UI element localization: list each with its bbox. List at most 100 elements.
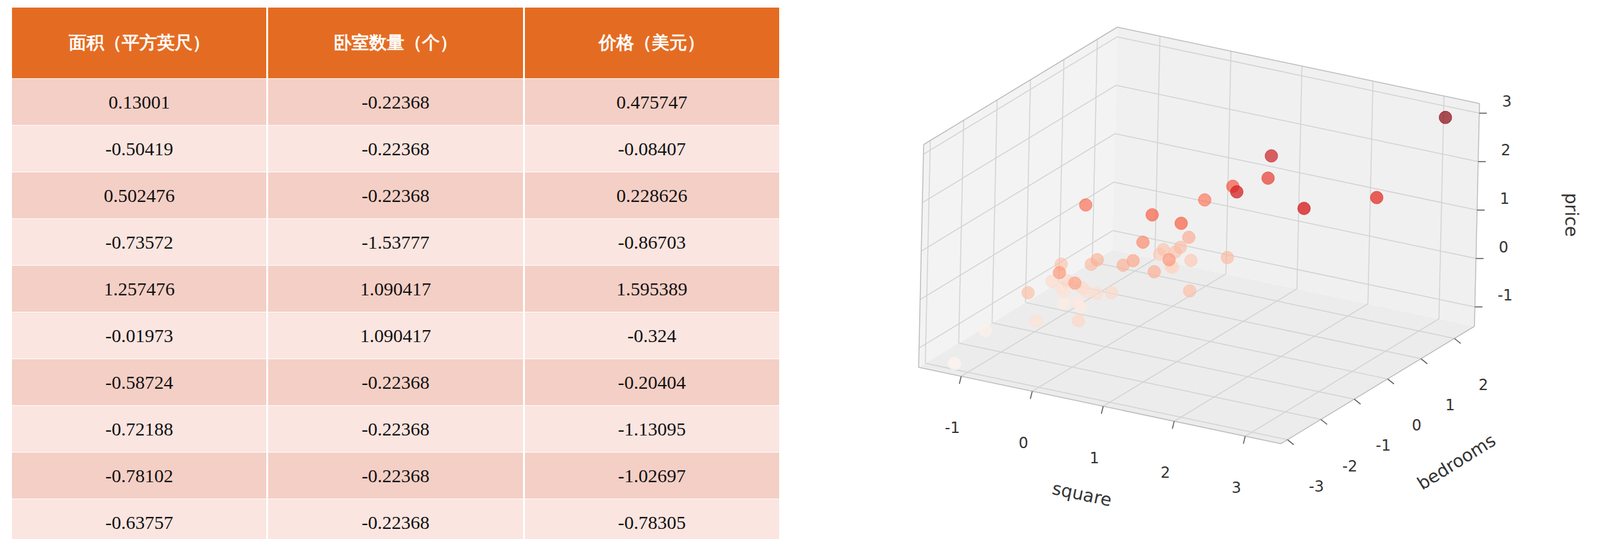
tick-mark [1476, 209, 1485, 211]
table-cell: -0.22368 [267, 125, 524, 173]
table-cell: 1.090417 [267, 312, 524, 359]
scatter-point [1022, 286, 1035, 300]
z-tick-label: 0 [1498, 238, 1508, 257]
tick-mark [1387, 378, 1394, 384]
grid-line [921, 133, 1115, 252]
back-pane [1112, 27, 1480, 327]
scatter-point [1105, 286, 1118, 300]
grid-line [1058, 282, 1421, 359]
tick-mark [1475, 258, 1484, 260]
scatter-point [1074, 300, 1088, 314]
grid-line [925, 140, 931, 364]
table-row: -0.78102-0.22368-1.02697 [11, 452, 781, 500]
grid-line [1439, 95, 1445, 319]
grid-line [991, 322, 1354, 399]
tick-mark [1101, 406, 1104, 414]
scatter-point [1052, 266, 1066, 279]
tick-mark [1172, 420, 1175, 429]
scatter-3d-chart: -10123-3-2-1012-10123squarebedroomsprice [0, 0, 1600, 539]
table-cell: -1.02697 [523, 452, 780, 500]
x-axis-title: square [1050, 477, 1114, 511]
table-cell: -0.20404 [523, 358, 780, 406]
table-cell: -0.01973 [11, 312, 268, 359]
grid-line [1113, 182, 1476, 259]
scatter-point [1079, 198, 1093, 212]
grid-line [1297, 66, 1303, 289]
grid-line [961, 258, 1156, 377]
scatter-point [1182, 230, 1195, 244]
scatter-point [1220, 251, 1234, 264]
tick-mark [1287, 439, 1295, 445]
axis-line [1474, 103, 1480, 327]
scatter-point [1071, 314, 1085, 327]
table-cell: 0.475747 [523, 78, 780, 126]
grid-line [1174, 303, 1368, 421]
table-cell: 1.257476 [11, 265, 268, 313]
scatter-point [1029, 314, 1043, 327]
scatter-point [1057, 297, 1071, 310]
grid-line [1225, 51, 1231, 274]
table-cell: -0.22368 [267, 172, 524, 219]
grid-line [1114, 133, 1477, 211]
grid-line [1112, 230, 1476, 307]
table-row: 1.2574761.0904171.595389 [11, 265, 781, 313]
tick-mark [1454, 338, 1461, 344]
scatter-point [1136, 235, 1150, 249]
scatter-point [1145, 208, 1159, 221]
table-cell: -0.78102 [11, 452, 268, 500]
table-row: -0.73572-1.53777-0.86703 [11, 218, 781, 266]
tick-mark [1420, 358, 1428, 364]
grid-line [958, 343, 1322, 420]
table-header-cell: 卧室数量（个） [267, 7, 524, 79]
scatter-point [979, 323, 992, 337]
scatter-point [1126, 254, 1140, 267]
z-tick-label: 1 [1499, 189, 1510, 208]
table-cell: 0.13001 [11, 78, 268, 126]
z-tick-label: 3 [1502, 92, 1512, 111]
grid-line [1025, 79, 1031, 303]
table-header-cell: 面积（平方英尺） [11, 7, 268, 79]
table-cell: 1.090417 [267, 265, 524, 313]
table-row: 0.502476-0.223680.228626 [11, 172, 781, 219]
grid-line [1092, 261, 1455, 339]
axis-line [923, 27, 1118, 145]
table-cell: 0.228626 [523, 172, 780, 219]
table-row: 0.13001-0.223680.475747 [11, 78, 781, 126]
scatter-point [1090, 253, 1104, 267]
tick-mark [1353, 398, 1361, 404]
scatter-point [1184, 254, 1198, 267]
x-tick-label: 0 [1018, 434, 1028, 452]
scatter-point [1370, 191, 1383, 204]
grid-line [1092, 39, 1098, 262]
scatter-point [948, 357, 961, 370]
axis-line [918, 367, 1281, 444]
axis-line [1280, 326, 1475, 444]
grid-line [919, 182, 1114, 300]
scatter-point [1183, 284, 1197, 298]
scatter-point [1439, 111, 1452, 124]
left-pane [918, 27, 1118, 368]
grid-line [923, 36, 1118, 154]
z-tick-label: 2 [1500, 141, 1511, 159]
scatter-point [1068, 276, 1082, 290]
axis-line [918, 144, 924, 368]
grid-line [1032, 273, 1226, 392]
scatter-point [1162, 253, 1176, 267]
data-table: 面积（平方英尺）卧室数量（个）价格（美元）0.13001-0.223680.47… [10, 7, 782, 539]
grid-line [1245, 318, 1440, 436]
x-tick-label: -1 [945, 418, 961, 437]
tick-mark [1243, 435, 1246, 444]
x-tick-label: 2 [1160, 463, 1171, 482]
scatter-point [1174, 241, 1187, 254]
scatter-point [1090, 287, 1104, 300]
x-tick-label: 1 [1089, 449, 1100, 467]
grid-line [1367, 80, 1373, 304]
grid-line [1025, 302, 1388, 379]
table-row: -0.63757-0.22368-0.78305 [11, 499, 781, 539]
grid-line [1058, 59, 1064, 283]
y-tick-label: -1 [1375, 436, 1391, 455]
tick-mark [1030, 391, 1033, 399]
z-axis-title: price [1560, 193, 1582, 238]
grid-line [925, 363, 1288, 440]
y-tick-label: 2 [1478, 376, 1489, 394]
